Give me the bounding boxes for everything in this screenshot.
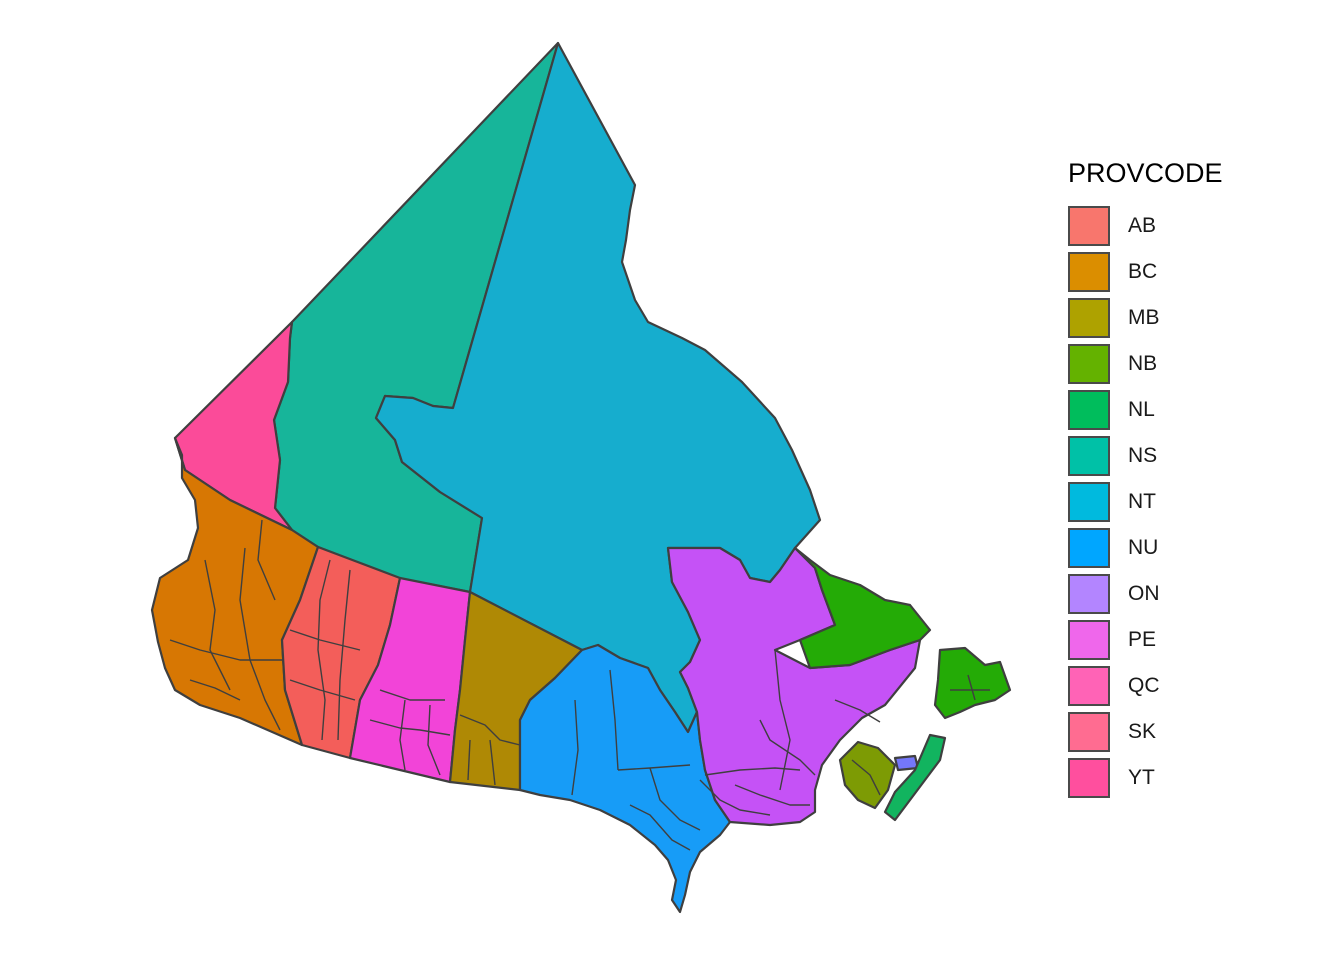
legend-item-nu: NU [1068, 525, 1223, 571]
legend-swatch [1068, 528, 1110, 568]
legend-swatch [1068, 482, 1110, 522]
legend-item-ab: AB [1068, 203, 1223, 249]
legend-label: NL [1128, 398, 1155, 421]
riding-boundaries [169, 519, 990, 851]
legend-swatch [1068, 436, 1110, 476]
legend-label: NU [1128, 536, 1159, 559]
region-pe [893, 754, 920, 772]
legend-item-nt: NT [1068, 479, 1223, 525]
legend-label: NB [1128, 352, 1158, 375]
legend-item-mb: MB [1068, 295, 1223, 341]
legend-label: NT [1128, 490, 1156, 513]
legend-label: PE [1128, 628, 1157, 651]
legend-item-on: ON [1068, 571, 1223, 617]
legend-item-qc: QC [1068, 663, 1223, 709]
legend-swatch [1068, 758, 1110, 798]
canada-map [150, 41, 1012, 914]
legend-item-pe: PE [1068, 617, 1223, 663]
legend-item-nl: NL [1068, 387, 1223, 433]
region-ns [883, 733, 947, 822]
legend-label: AB [1128, 214, 1157, 237]
region-on [518, 643, 732, 914]
legend-swatch [1068, 344, 1110, 384]
region-nl-island [933, 646, 1012, 720]
legend-swatch [1068, 666, 1110, 706]
legend-swatch [1068, 574, 1110, 614]
legend-title: PROVCODE [1068, 158, 1223, 188]
legend-label: MB [1128, 306, 1160, 329]
region-nl-labrador [793, 546, 932, 670]
legend-swatch [1068, 712, 1110, 752]
legend-item-ns: NS [1068, 433, 1223, 479]
legend-label: ON [1128, 582, 1160, 605]
legend-swatch [1068, 252, 1110, 292]
legend-label: NS [1128, 444, 1158, 467]
legend-label: YT [1128, 766, 1155, 789]
legend-swatch [1068, 298, 1110, 338]
legend-label: SK [1128, 720, 1157, 743]
legend-items: AB BC MB NB NL NS NT NU ON PE QC SK YT [1068, 203, 1223, 801]
legend: PROVCODE AB BC MB NB NL NS NT NU ON PE QC SK YT [1068, 158, 1223, 801]
region-nb [838, 740, 897, 810]
legend-item-sk: SK [1068, 709, 1223, 755]
legend-item-yt: YT [1068, 755, 1223, 801]
region-yt [173, 320, 294, 532]
legend-swatch [1068, 620, 1110, 660]
legend-label: QC [1128, 674, 1160, 697]
legend-item-nb: NB [1068, 341, 1223, 387]
region-bc [150, 436, 320, 747]
legend-swatch [1068, 206, 1110, 246]
legend-swatch [1068, 390, 1110, 430]
legend-label: BC [1128, 260, 1158, 283]
legend-item-bc: BC [1068, 249, 1223, 295]
